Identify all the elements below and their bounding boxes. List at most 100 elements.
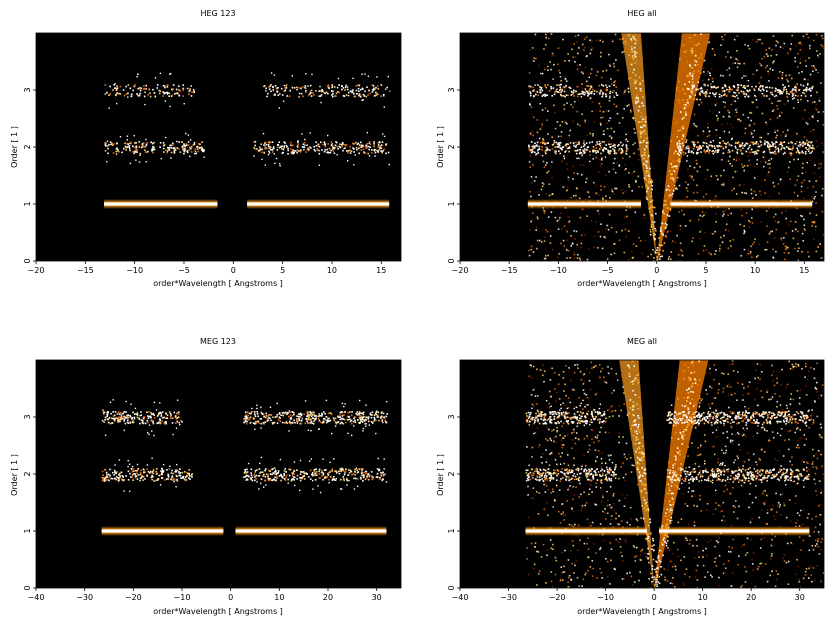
noise-point [587,91,590,93]
noise-point [616,523,619,525]
order-3-point [307,411,309,414]
noise-point [751,101,754,104]
order-2-point [369,146,372,148]
noise-point [684,573,686,575]
noise-point [535,57,537,60]
order-2-point [741,142,744,144]
order-2-point [692,143,695,145]
order-3-point [370,413,373,416]
order-3-point [310,95,313,97]
order-3-point [349,420,352,423]
order-3-point [249,422,252,424]
order-2-point [678,150,681,153]
order-2-point [321,475,323,477]
order-3-point [707,84,709,87]
scatter-point [375,410,378,412]
order-3-point [264,421,267,423]
order-3-point [375,413,378,416]
noise-point [751,217,753,219]
order-2-point [188,469,191,471]
noise-point [603,236,605,238]
noise-point [614,242,616,245]
wedge-point [674,165,677,168]
order-3-point [785,88,788,91]
order-3-point [347,416,350,418]
order-2-point [108,476,111,478]
order-2-point [288,474,291,477]
scatter-point [189,89,191,91]
order-2-point [263,144,265,146]
wedge-point [641,141,644,143]
order-2-point [755,150,757,153]
noise-point [791,34,793,37]
noise-point [587,451,589,453]
order-3-point [373,414,376,416]
noise-point [532,389,535,391]
noise-point [744,554,747,556]
order-2-point [181,471,184,474]
noise-point [583,49,585,51]
noise-point [733,187,735,190]
order-2-point [352,142,354,145]
noise-point [703,83,706,86]
noise-point [549,379,552,381]
order-3-point [285,411,287,414]
scatter-point [262,133,265,135]
noise-point [594,184,597,187]
scatter-point [106,475,108,477]
order-3-point [321,88,323,91]
order-2-point [165,149,167,151]
noise-point [730,212,732,215]
scatter-point [135,159,137,161]
noise-point [574,523,576,526]
order-2-point [362,148,365,151]
order-3-point [337,91,339,93]
noise-point [589,52,592,55]
order-3-point [563,86,566,89]
noise-point [581,83,583,85]
wedge-point [661,232,663,235]
noise-point [676,234,678,237]
noise-point [755,95,757,98]
noise-point [538,446,540,448]
order-2-point [619,141,622,144]
scatter-point [580,152,582,154]
order-2-point [771,141,773,144]
noise-point [608,416,611,418]
noise-point [721,36,723,38]
noise-point [787,166,790,169]
scatter-point [679,160,681,163]
noise-point [685,187,688,189]
wedge-point [692,49,694,52]
order-2-point [287,468,290,471]
noise-point [541,123,543,126]
noise-point [576,257,579,259]
noise-point [574,437,577,439]
noise-point [716,102,718,105]
order-2-point [355,477,357,480]
scatter-point [298,96,300,98]
order-3-point [334,421,337,423]
order-2-point [128,148,131,150]
order-2-point [301,471,303,473]
order-2-point [159,142,162,144]
noise-point [613,193,615,195]
noise-point [594,393,597,396]
noise-point [722,115,725,118]
noise-point [666,231,669,234]
order-2-point [753,151,756,153]
wedge-point [650,200,652,203]
noise-point [732,100,734,102]
order-3-point [360,420,362,423]
order-2-point [182,145,184,147]
wedge-point [647,156,649,159]
scatter-point [347,160,349,162]
order-2-point [361,145,363,148]
order-2-point [334,144,337,147]
order-2-point [343,478,345,480]
noise-point [543,257,546,260]
noise-point [753,190,755,193]
order-3-point [265,90,267,92]
order-3-point [380,95,382,97]
noise-point [541,182,544,184]
